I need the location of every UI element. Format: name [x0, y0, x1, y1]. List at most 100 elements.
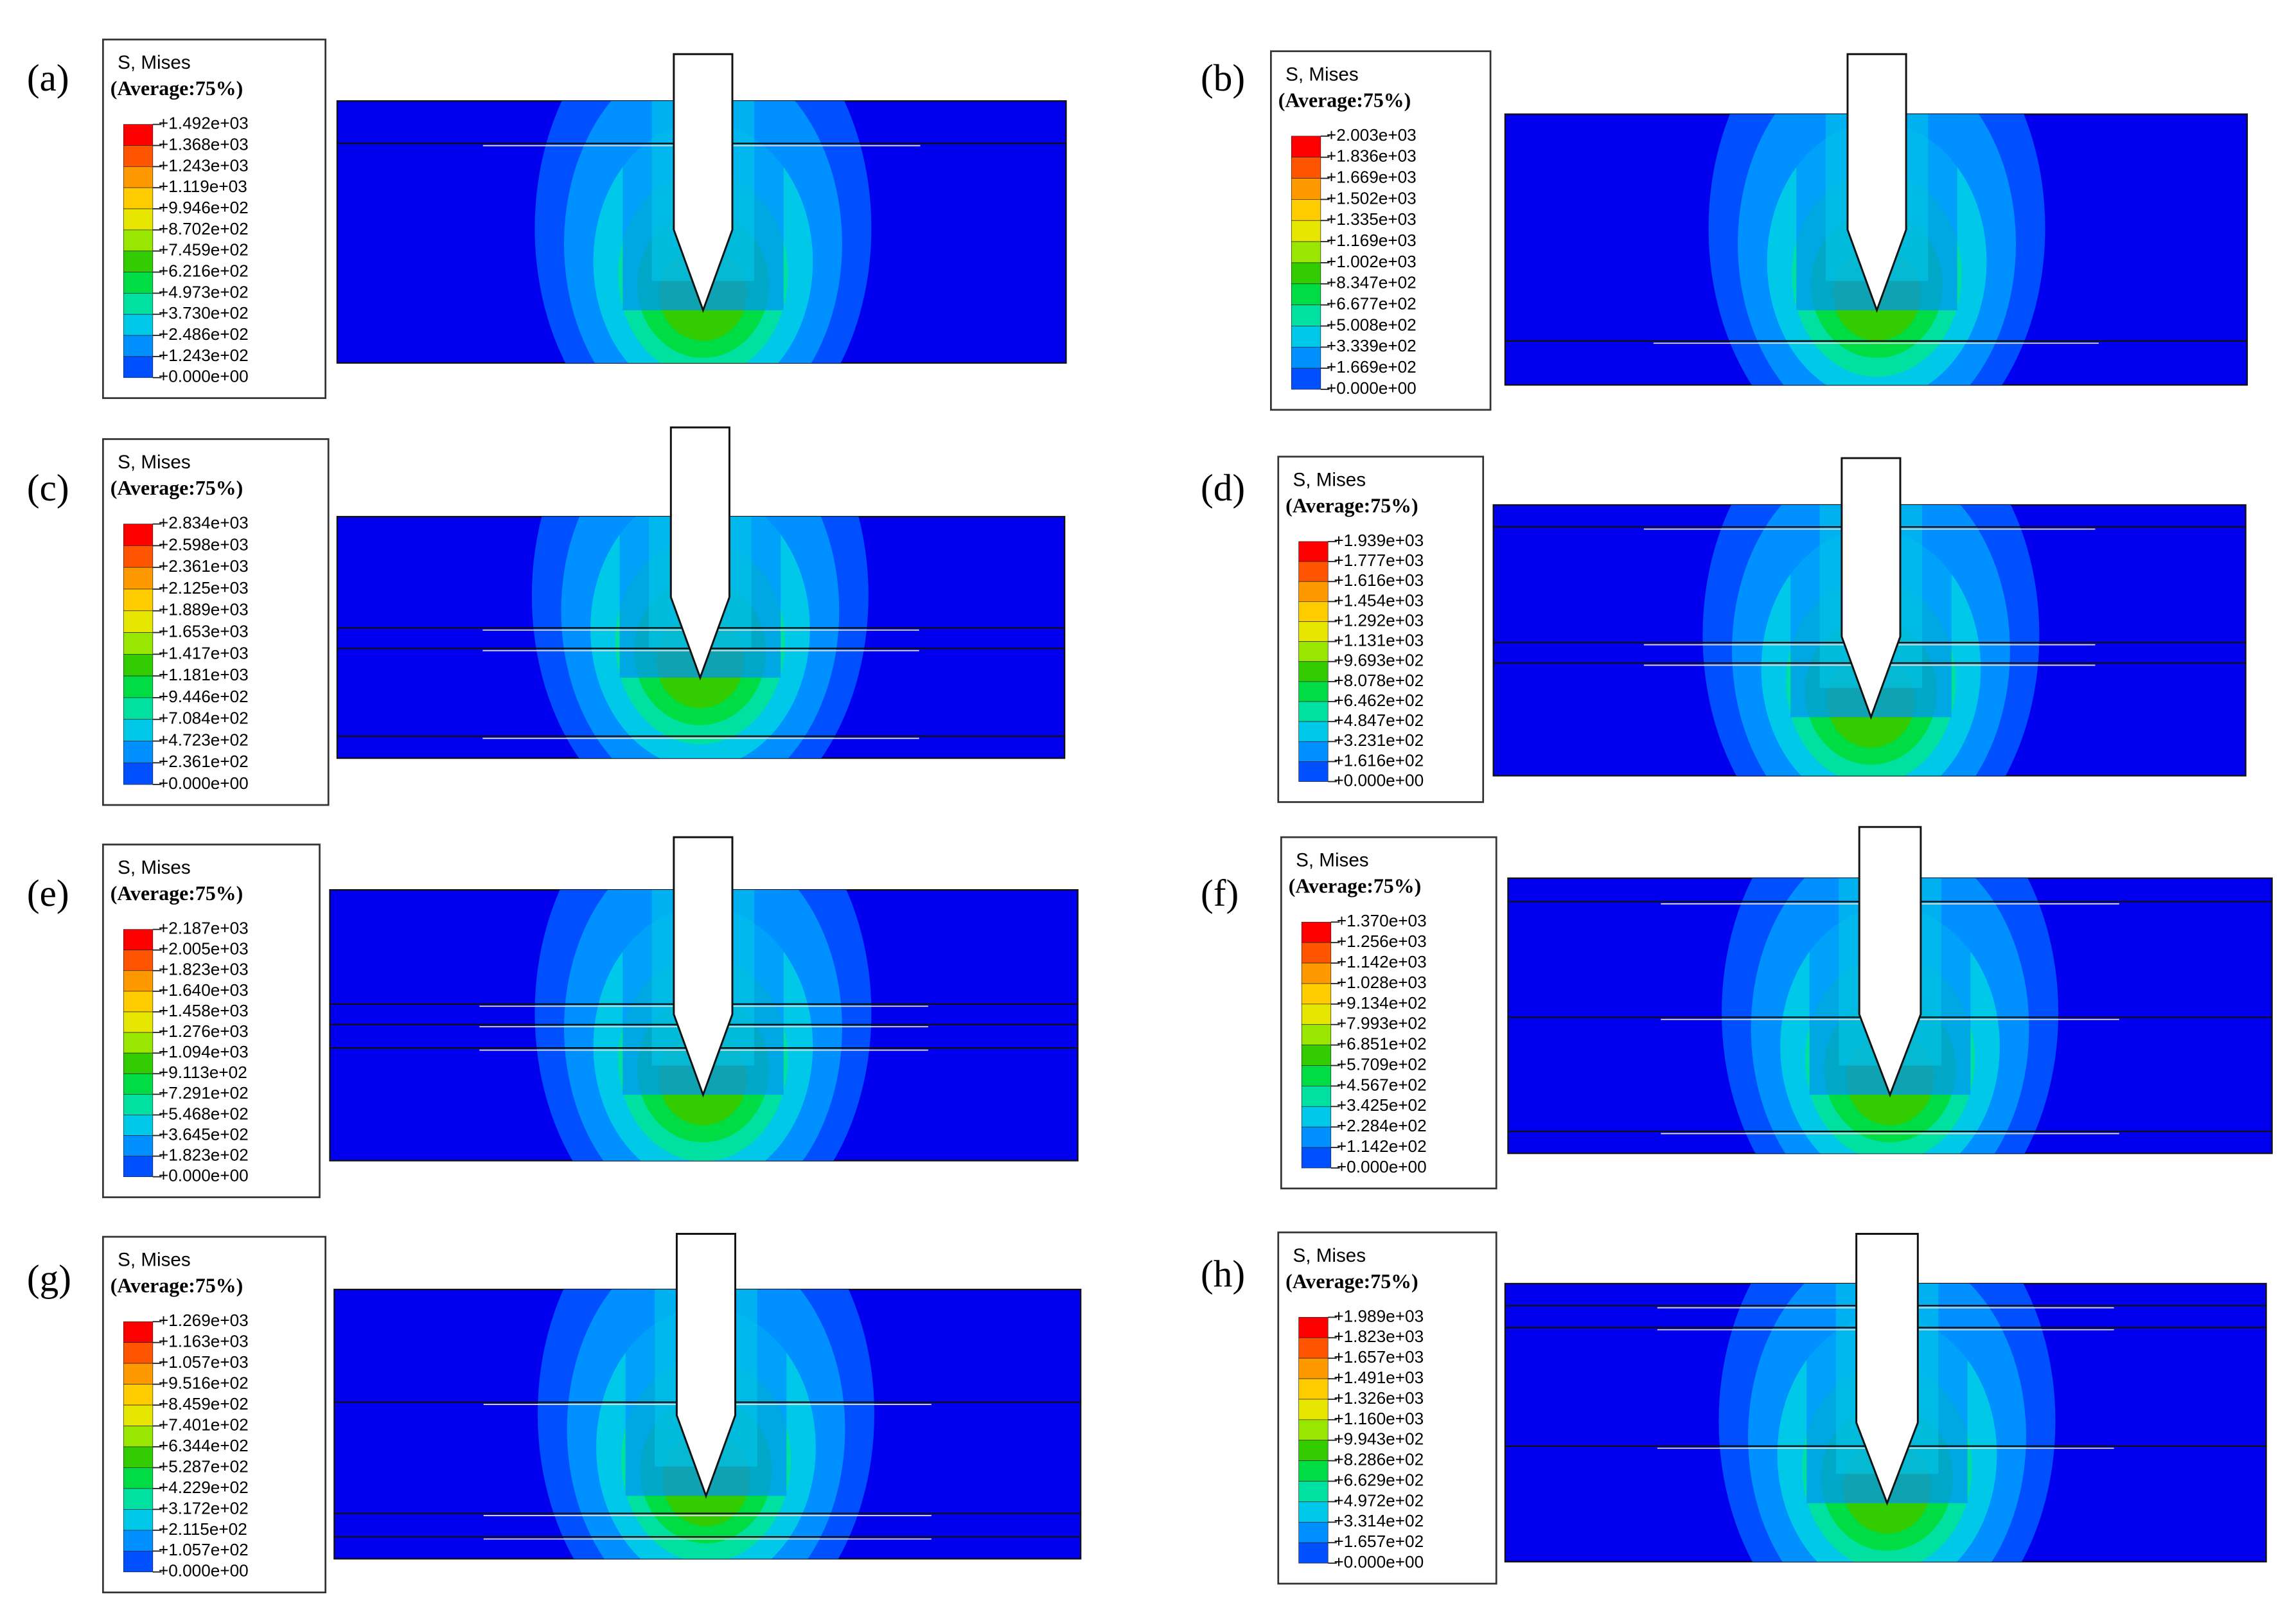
legend-swatch [1298, 541, 1329, 562]
legend-tick-label: +0.000e+00 [159, 1561, 249, 1580]
legend-title: S, Mises [118, 52, 191, 73]
legend-swatch [1298, 641, 1329, 662]
legend-tick-label: +1.989e+03 [1334, 1306, 1424, 1325]
legend-swatch [1298, 761, 1329, 782]
legend-swatch [1291, 220, 1321, 242]
legend-swatch [1291, 262, 1321, 285]
legend-tick-label: +8.347e+02 [1327, 273, 1417, 292]
legend-tick-label: +2.005e+03 [159, 939, 249, 959]
legend-swatch [1298, 1378, 1329, 1400]
legend-tick-label: +1.181e+03 [159, 665, 249, 684]
legend-swatch [123, 719, 154, 741]
legend-swatch [123, 950, 154, 971]
legend-tick-label: +0.000e+00 [159, 774, 249, 793]
projectile [673, 836, 734, 1098]
legend-swatch [1301, 962, 1332, 984]
legend-title: S, Mises [118, 1250, 191, 1271]
legend-tick-label: +1.169e+03 [1327, 231, 1417, 250]
legend-swatch [1291, 326, 1321, 348]
legend-swatch [123, 1384, 154, 1406]
legend-tick-label: +6.344e+02 [159, 1436, 249, 1455]
legend-swatch [123, 1363, 154, 1384]
legend-swatch [1291, 241, 1321, 263]
legend-tick-label: +1.028e+03 [1337, 973, 1427, 992]
legend-swatch [1291, 283, 1321, 305]
legend-tick-label: +0.000e+00 [159, 1166, 249, 1185]
legend-tick-label: +4.567e+02 [1337, 1075, 1427, 1094]
panel-label: (e) [27, 872, 69, 914]
panel-label: (a) [27, 57, 69, 99]
legend-tick-label: +1.094e+03 [159, 1042, 249, 1061]
legend-tick-label: +1.458e+03 [159, 1001, 249, 1020]
legend-tick-label: +3.425e+02 [1337, 1095, 1427, 1115]
legend-tick-label: +1.836e+03 [1327, 146, 1417, 166]
legend-tick-label: +2.003e+03 [1327, 125, 1417, 145]
legend-tick-label: +1.502e+03 [1327, 188, 1417, 208]
legend-tick-label: +7.459e+02 [159, 240, 249, 260]
legend-swatch [1298, 741, 1329, 762]
legend-tick-label: +4.972e+02 [1334, 1491, 1424, 1510]
legend-swatch [1298, 1419, 1329, 1441]
legend-swatch [1298, 1501, 1329, 1523]
legend-title: S, Mises [118, 857, 191, 878]
legend-swatch [123, 1488, 154, 1510]
legend-tick-label: +3.172e+02 [159, 1498, 249, 1517]
legend-tick-label: +1.777e+03 [1334, 551, 1424, 570]
panel: (b) S, Mises (Average:75%) +2.003e+03+1.836… [1201, 50, 2248, 411]
legend-tick-label: +2.115e+02 [159, 1519, 247, 1539]
panel: (a) S, Mises (Average:75%) +1.492e+03+1.368… [27, 39, 1067, 400]
legend-swatch [123, 1550, 154, 1573]
legend-swatch [1298, 1317, 1329, 1338]
legend-tick-label: +2.486e+02 [159, 324, 249, 344]
legend-tick-label: +1.142e+03 [1337, 952, 1427, 971]
legend-title: S, Mises [1293, 469, 1366, 490]
legend-tick-label: +1.243e+03 [159, 155, 249, 175]
legend-swatch [1301, 1126, 1332, 1148]
legend-swatch [1298, 1399, 1329, 1420]
legend-tick-label: +0.000e+00 [1334, 770, 1424, 790]
legend-tick-label: +5.468e+02 [159, 1104, 249, 1123]
legend-tick-label: +1.823e+02 [159, 1145, 249, 1164]
legend-swatch [1301, 1106, 1332, 1128]
legend-tick-label: +9.516e+02 [159, 1374, 249, 1393]
legend-swatch [123, 1342, 154, 1364]
legend-tick-label: +2.361e+02 [159, 752, 249, 771]
projectile [669, 426, 730, 681]
legend-tick-label: +2.361e+03 [159, 556, 249, 576]
legend-tick-label: +1.057e+03 [159, 1352, 249, 1372]
panel: (g) S, Mises (Average:75%) +1.269e+03 +1.163… [27, 1233, 1082, 1594]
legend-tick-label: +7.993e+02 [1337, 1014, 1427, 1033]
legend-swatch [123, 251, 154, 272]
legend-tick-label: +0.000e+00 [1327, 378, 1417, 398]
legend-tick-label: +3.645e+02 [159, 1124, 249, 1144]
legend-swatch [123, 1011, 154, 1033]
legend-tick-label: +1.417e+03 [159, 643, 249, 662]
projectile [675, 1233, 737, 1499]
panel-label: (d) [1201, 466, 1245, 509]
legend-swatch [123, 1321, 154, 1343]
legend-swatch [1298, 601, 1329, 622]
legend-tick-label: +1.326e+03 [1334, 1388, 1424, 1408]
legend-tick-label: +1.823e+03 [159, 960, 249, 979]
legend-tick-label: +3.730e+02 [159, 303, 249, 323]
legend-swatch [123, 610, 154, 633]
legend-title: S, Mises [1285, 64, 1359, 85]
legend-swatch [123, 970, 154, 992]
projectile [1841, 457, 1902, 720]
legend-swatch [1298, 581, 1329, 602]
legend-tick-label: +8.078e+02 [1334, 671, 1424, 690]
legend-tick-label: +1.823e+03 [1334, 1327, 1424, 1346]
legend-swatch [123, 929, 154, 951]
legend-tick-label: +0.000e+00 [1334, 1552, 1424, 1571]
legend-tick-label: +3.339e+02 [1327, 336, 1417, 355]
legend-tick-label: +1.335e+03 [1327, 209, 1417, 229]
legend-swatch [123, 1426, 154, 1447]
legend-swatch [1301, 921, 1332, 943]
legend-tick-label: +2.598e+03 [159, 535, 249, 554]
legend-tick-label: +6.677e+02 [1327, 294, 1417, 314]
legend-swatch [123, 1052, 154, 1074]
panel-label: (h) [1201, 1253, 1245, 1295]
legend-swatch [123, 1446, 154, 1468]
legend-swatch [1291, 157, 1321, 179]
